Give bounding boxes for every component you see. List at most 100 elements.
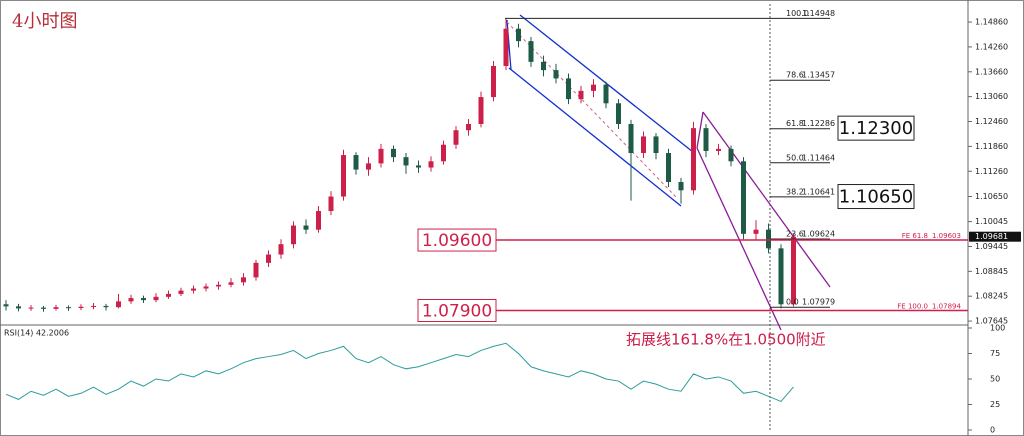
mid-line — [506, 21, 677, 198]
candle-body — [566, 78, 571, 100]
candle-body — [28, 307, 34, 309]
candle-body — [453, 130, 459, 145]
candle-body — [91, 305, 96, 307]
candle-body — [753, 229, 759, 234]
y-tick-label: 1.13660 — [975, 67, 1008, 76]
candle-body — [503, 28, 509, 66]
candle-body — [591, 84, 596, 91]
candle-body — [153, 296, 159, 301]
candle-body — [341, 155, 346, 197]
candle-body — [666, 153, 671, 183]
candle-body — [316, 211, 321, 230]
current-price-box — [969, 231, 1021, 242]
candle-body — [16, 306, 21, 309]
level-label: 1.09600 — [422, 231, 492, 251]
y-tick-label: 1.14860 — [975, 18, 1008, 27]
candle-body — [403, 157, 409, 166]
candle-body — [128, 298, 134, 302]
candle-body — [266, 254, 271, 263]
candle-body — [441, 144, 446, 162]
y-tick-label: 1.11860 — [975, 142, 1008, 151]
annotation: 拓展线161.8%在1.0500附近 — [626, 331, 826, 349]
candle-body — [291, 225, 296, 245]
marker-box — [837, 115, 915, 141]
candle-body — [766, 229, 771, 249]
candle-body — [703, 128, 709, 151]
y-tick-label: 1.11260 — [975, 167, 1008, 176]
fib-value: 1.07979 — [802, 298, 835, 307]
candle-body — [103, 305, 109, 308]
rsi-tick-label: 75 — [990, 349, 1000, 358]
y-tick-label: 1.10650 — [975, 192, 1008, 201]
candle-body — [353, 155, 359, 170]
candle-body — [741, 161, 746, 234]
y-tick-label: 1.08845 — [975, 267, 1008, 276]
candle-body — [78, 306, 84, 309]
candle-body — [478, 97, 484, 125]
candle-body — [366, 163, 371, 170]
candle-body — [253, 262, 259, 278]
y-tick-label: 1.09445 — [975, 242, 1008, 251]
candle-body — [603, 84, 609, 104]
candle-body — [553, 70, 559, 79]
candle-body — [391, 148, 396, 158]
chart-title: 4小时图 — [12, 11, 77, 32]
candle-body — [678, 182, 684, 191]
candle-body — [66, 307, 71, 309]
fib-level: 0.0 — [786, 298, 799, 307]
fib-level: 23.6 — [786, 230, 804, 239]
y-tick-label: 1.08245 — [975, 292, 1008, 301]
fib-level: 100.0 — [786, 9, 809, 18]
candle-body — [528, 41, 534, 62]
candle-body — [616, 103, 621, 125]
candle-body — [328, 196, 334, 212]
fib-level: 78.6 — [786, 71, 804, 80]
candle-body — [203, 286, 209, 289]
y-tick-label: 1.14260 — [975, 42, 1008, 51]
candle-body — [653, 136, 659, 154]
candle-body — [378, 148, 384, 164]
fib-value: 1.14948 — [802, 9, 835, 18]
candle-body — [278, 244, 284, 255]
level-label: 1.07900 — [422, 301, 492, 321]
candle-body — [516, 28, 521, 42]
candle-body — [578, 90, 584, 100]
rsi-tick-label: 25 — [990, 400, 1000, 409]
candle-body — [541, 61, 546, 71]
fe-level: FE 61.8 — [902, 232, 928, 240]
candle-body — [641, 136, 646, 154]
y-tick-label: 1.10045 — [975, 217, 1008, 226]
candle-body — [303, 225, 309, 230]
fib-level: 61.8 — [786, 119, 804, 128]
candle-body — [241, 277, 246, 283]
candle-body — [716, 148, 721, 151]
candle-body — [166, 293, 171, 297]
fe-level: FE 100.0 — [897, 303, 928, 311]
fib-value: 1.12286 — [802, 119, 835, 128]
candle-body — [41, 307, 46, 309]
candle-body — [116, 301, 121, 308]
y-tick-label: 1.12460 — [975, 117, 1008, 126]
fib-level: 50.0 — [786, 153, 804, 162]
candle-body — [191, 288, 196, 291]
fe-value: 1.09603 — [932, 232, 961, 240]
candle-body — [491, 65, 496, 98]
level-box — [417, 298, 497, 322]
level-box — [417, 228, 497, 252]
fib-value: 1.10641 — [802, 187, 835, 196]
fib-value: 1.13457 — [802, 71, 835, 80]
fib-value: 1.09624 — [802, 230, 835, 239]
candle-body — [728, 148, 734, 162]
candle-body — [178, 290, 184, 294]
rsi-tick-label: 50 — [990, 375, 1000, 384]
candle-body — [628, 124, 634, 154]
candle-body — [428, 161, 434, 168]
candle-body — [141, 298, 146, 301]
candle-body — [416, 165, 421, 168]
rsi-tick-label: 0 — [990, 426, 995, 435]
candle-body — [3, 304, 9, 307]
candle-body — [53, 307, 59, 309]
candle-body — [778, 248, 784, 305]
